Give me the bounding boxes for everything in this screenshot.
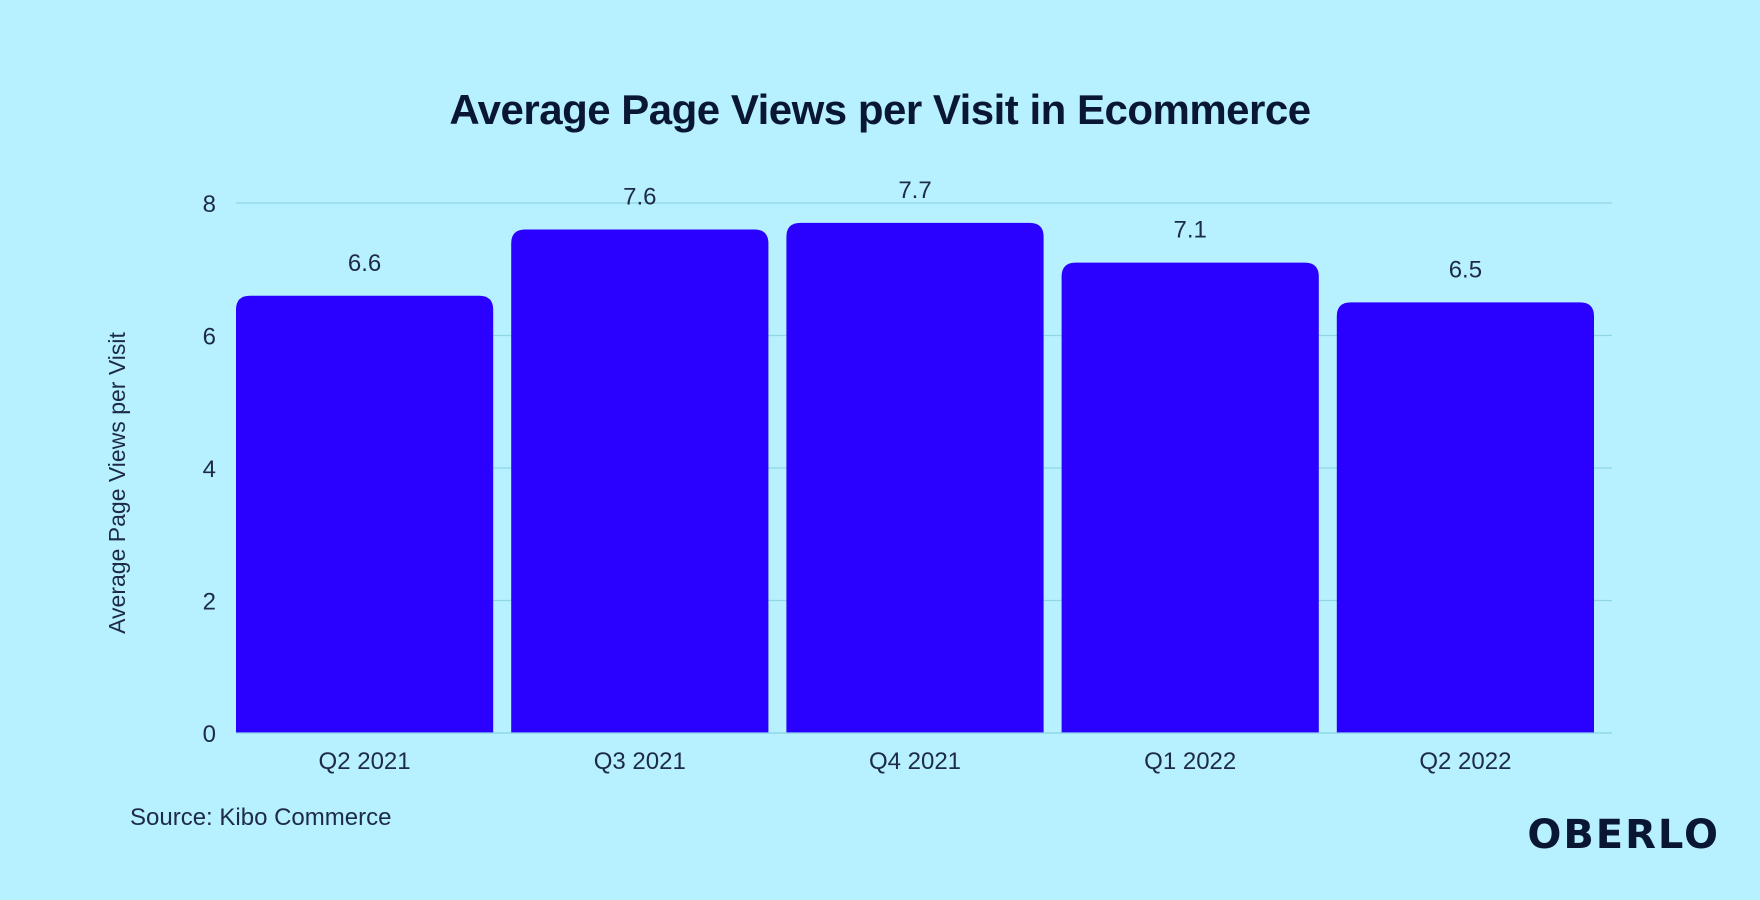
oberlo-logo: OBERLO <box>1527 812 1720 858</box>
x-tick-label: Q2 2021 <box>319 748 411 775</box>
y-tick-label: 2 <box>203 589 216 616</box>
y-tick-label: 4 <box>203 456 216 483</box>
y-tick-label: 6 <box>203 324 216 351</box>
x-tick-label: Q2 2022 <box>1419 748 1511 775</box>
y-axis-label: Average Page Views per Visit <box>104 332 130 634</box>
bar-q2-2021 <box>236 295 494 733</box>
source-note: Source: Kibo Commerce <box>130 804 392 831</box>
data-label: 7.7 <box>898 177 931 204</box>
y-tick-label: 0 <box>203 721 216 748</box>
bar-q3-2021 <box>511 229 769 733</box>
data-label: 7.6 <box>623 184 656 211</box>
chart-title: Average Page Views per Visit in Ecommerc… <box>449 86 1311 133</box>
x-tick-label: Q3 2021 <box>594 748 686 775</box>
x-tick-label: Q1 2022 <box>1144 748 1236 775</box>
data-label: 7.1 <box>1174 217 1207 244</box>
data-label: 6.6 <box>348 250 381 277</box>
y-tick-label: 8 <box>203 191 216 218</box>
data-label: 6.5 <box>1449 256 1482 283</box>
bar-q2-2022 <box>1336 302 1594 733</box>
bar-q4-2021 <box>786 222 1044 733</box>
bar-q1-2022 <box>1061 262 1319 733</box>
x-tick-label: Q4 2021 <box>869 748 961 775</box>
